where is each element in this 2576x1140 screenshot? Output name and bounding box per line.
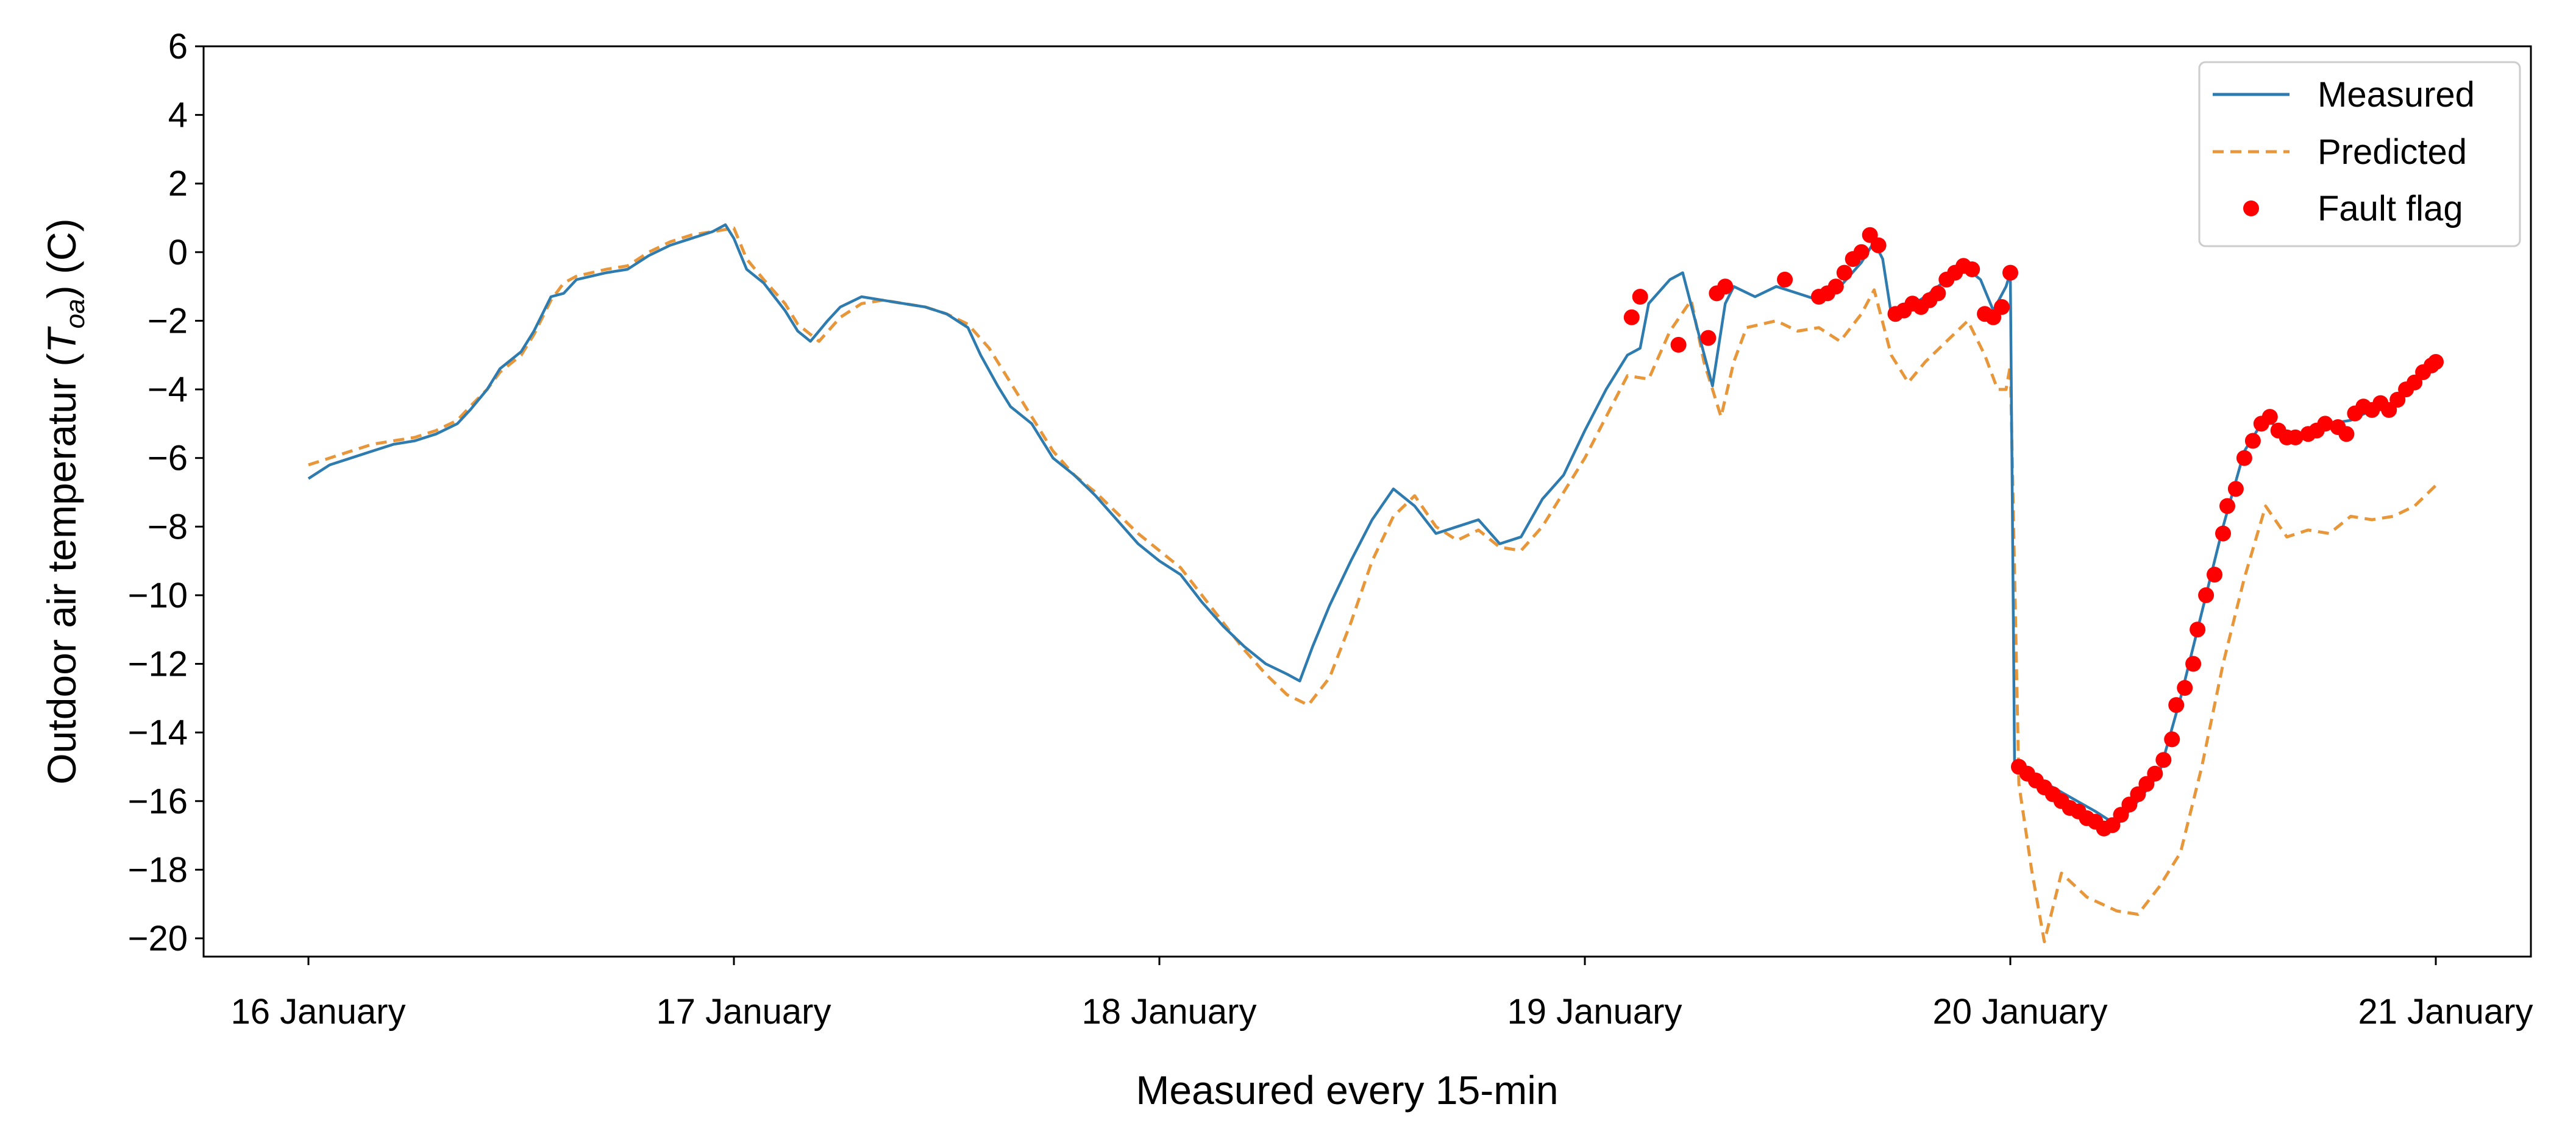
- fault-flag-point: [1964, 261, 1980, 277]
- fault-flag-point: [2185, 656, 2202, 672]
- x-tick-label: 17 January: [656, 992, 831, 1032]
- fault-flag-point: [1994, 299, 2010, 315]
- y-tick-label: −2: [148, 301, 188, 341]
- fault-flag-point: [1870, 237, 1887, 253]
- y-tick-label: −18: [128, 850, 188, 890]
- fault-flag-point: [2198, 587, 2215, 603]
- legend-label-predicted: Predicted: [2318, 132, 2467, 172]
- y-axis-title-prefix: Outdoor air temperatur (: [39, 353, 84, 785]
- plot-frame: [202, 45, 2532, 958]
- y-axis-title: Outdoor air temperatur (Toa) (C): [39, 218, 90, 784]
- y-tick-label: −16: [128, 782, 188, 821]
- y-tick-label: 6: [168, 27, 188, 66]
- fault-flag-point: [2219, 498, 2235, 514]
- x-tick-label: 18 January: [1082, 992, 1257, 1032]
- y-tick-label: 4: [168, 96, 188, 135]
- fault-flag-point: [2147, 765, 2163, 782]
- x-tick-label: 20 January: [1933, 992, 2108, 1032]
- legend-swatch-fault-flag: [2243, 200, 2259, 216]
- fault-flag-point: [2338, 426, 2355, 442]
- y-tick-label: −10: [128, 576, 188, 615]
- y-axis-title-symbol: T: [39, 326, 84, 353]
- fault-flag-point: [2227, 481, 2244, 497]
- legend-label-measured: Measured: [2318, 75, 2475, 115]
- legend-label-fault-flag: Fault flag: [2318, 189, 2463, 228]
- y-axis-title-suffix: ) (C): [39, 218, 84, 299]
- series-layer: [307, 223, 2444, 944]
- y-axis: 6 4 2 0 −2 −4 −6 −8 −10 −12 −14 −16 −18 −20: [128, 27, 204, 958]
- y-axis-title-subscript: oa: [60, 299, 90, 328]
- fault-flag-point: [1836, 264, 1852, 281]
- series-line-measured: [307, 223, 2437, 827]
- legend-box: [2198, 61, 2521, 247]
- fault-flag-point: [1930, 285, 1946, 302]
- fault-flag-point: [2155, 752, 2172, 768]
- x-tick-label: 21 January: [2358, 992, 2533, 1032]
- y-tick-label: −14: [128, 713, 188, 752]
- fault-flag-point: [2428, 354, 2444, 370]
- fault-flag-point: [1717, 278, 1734, 295]
- fault-flag-point: [1632, 289, 1648, 305]
- fault-flag-point: [1777, 271, 1793, 288]
- y-tick-label: −20: [128, 919, 188, 958]
- fault-flag-point: [2236, 450, 2252, 466]
- x-tick-label: 19 January: [1507, 992, 1682, 1032]
- y-tick-label: 0: [168, 233, 188, 272]
- y-tick-label: −6: [148, 439, 188, 478]
- fault-flag-point: [2002, 264, 2018, 281]
- fault-flag-point: [1623, 309, 1640, 325]
- fault-flag-point: [2215, 525, 2231, 542]
- fault-flag-point: [2287, 429, 2304, 445]
- fault-flag-point: [2164, 731, 2180, 748]
- y-tick-label: −8: [148, 507, 188, 547]
- x-axis-title: Measured every 15-min: [1136, 1067, 1558, 1113]
- fault-flag-point: [2261, 409, 2278, 425]
- series-line-predicted: [308, 226, 2437, 944]
- y-tick-label: −12: [128, 645, 188, 684]
- fault-flag-point: [2177, 680, 2193, 696]
- fault-flag-point: [1853, 244, 1870, 260]
- fault-flag-point: [2317, 416, 2333, 432]
- fault-flag-point: [2190, 621, 2206, 638]
- fault-flag-point: [1670, 336, 1687, 353]
- y-tick-label: −4: [148, 370, 188, 409]
- fault-flag-point: [1827, 278, 1844, 295]
- fault-flag-point: [1700, 330, 1717, 346]
- fault-flag-point: [2244, 433, 2261, 449]
- fault-flag-point: [2168, 697, 2185, 713]
- x-axis: 16 January 17 January 18 January 19 January…: [231, 957, 2533, 1032]
- y-tick-label: 2: [168, 164, 188, 204]
- x-tick-label: 16 January: [231, 992, 406, 1032]
- legend: Measured Predicted Fault flag: [2198, 61, 2521, 247]
- fault-flag-point: [2207, 567, 2222, 583]
